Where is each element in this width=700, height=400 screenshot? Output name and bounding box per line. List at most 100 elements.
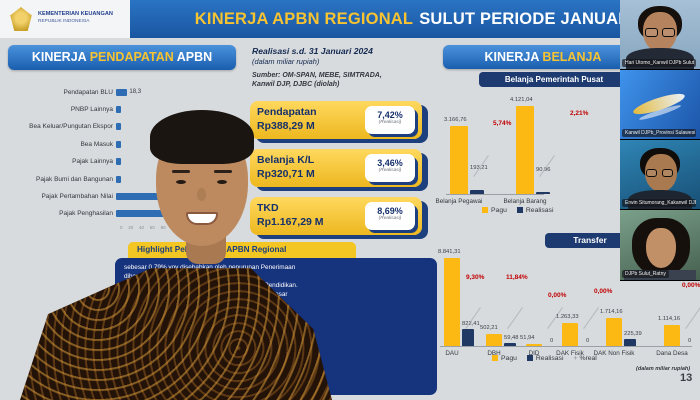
participant-name: Hari Utomo_Kanwil DJPb Sulut xyxy=(622,59,696,67)
video-tile-3[interactable]: Erwin Situmorang_Kakanwil DJBC Sulbagtar… xyxy=(620,140,700,210)
kpi-text: Belanja K/L Rp320,71 M xyxy=(257,154,365,181)
slide-title: KINERJA APBN REGIONAL SULUT PERIODE JANU… xyxy=(130,0,700,38)
presenter-smile xyxy=(186,212,218,225)
avatar-face xyxy=(646,228,676,268)
pagu-value-label: 4.121,04 xyxy=(510,97,533,103)
realisasi-zero-label: 0 xyxy=(586,338,590,344)
avatar-face xyxy=(645,154,677,192)
category-label: DAK Fisik xyxy=(556,350,584,357)
chart-baseline xyxy=(440,346,692,347)
kpi-title: TKD xyxy=(257,202,279,215)
bar-pendapatan xyxy=(116,88,128,96)
bar-category-label: Pajak Bumi dan Bangunan xyxy=(36,175,113,183)
realisasi-zero-label: 0 xyxy=(688,338,692,344)
pendapatan-bar-row: Pajak Bumi dan Bangunan xyxy=(10,171,238,187)
data-source-label: Sumber: OM-SPAN, MEBE, SIMTRADA, Kanwil … xyxy=(252,72,382,89)
slide-title-accent: KINERJA APBN REGIONAL xyxy=(194,9,414,28)
bar-value-label: 18,3 xyxy=(129,89,142,95)
slide-title-rest: SULUT PERIODE JANUARI xyxy=(419,9,636,28)
bar-pagu xyxy=(606,318,622,346)
kpi-card-tkd: TKD Rp1.167,29 M 8,69% (Realisasi) xyxy=(250,197,422,235)
pendapatan-bar-row: Pajak Lainnya xyxy=(10,154,238,170)
page-number: 13 xyxy=(680,372,693,384)
kemenkeu-emblem-icon xyxy=(10,7,32,31)
kpi-title: Pendapatan xyxy=(257,106,317,119)
bar-pendapatan xyxy=(116,123,121,131)
video-tile-1[interactable]: Hari Utomo_Kanwil DJPb Sulut xyxy=(620,0,700,70)
glasses-icon xyxy=(662,169,673,177)
pct-realisasi-label: 11,84% xyxy=(506,274,528,281)
video-tile-2[interactable]: Kanwil DJPb_Provinsi Sulawesi Utara xyxy=(620,70,700,140)
glasses-icon xyxy=(646,169,657,177)
legend-realisasi: Realisasi xyxy=(526,355,563,362)
category-label: Dana Desa xyxy=(656,350,688,357)
unit-label: (dalam miliar rupiah) xyxy=(252,57,320,66)
bar-pagu xyxy=(516,106,534,194)
belanja-pusat-subtitle: Belanja Pemerintah Pusat xyxy=(479,72,629,87)
bar-category-label: Pajak Lainnya xyxy=(72,158,113,166)
pagu-value-label: 51,94 xyxy=(520,334,535,341)
transfer-unit-note: (dalam miliar rupiah) xyxy=(636,366,691,372)
kpi-card-pendapatan: Pendapatan Rp388,29 M 7,42% (Realisasi) xyxy=(250,101,422,139)
bar-category-label: Bea Keluar/Pungutan Ekspor xyxy=(29,123,113,131)
bar-pendapatan xyxy=(116,175,121,183)
presenter-right-eyebrow xyxy=(214,170,232,173)
kpi-percent: 3,46% xyxy=(377,158,403,168)
bar-pagu xyxy=(450,126,468,194)
axis-tick-label: 40 xyxy=(139,225,145,230)
kpi-text: Pendapatan Rp388,29 M xyxy=(257,106,365,133)
transfer-chart: 8.841,31 822,41 9,30% DAU 502,21 59,48 11,84% D… xyxy=(436,244,700,376)
video-tile-4[interactable]: DJPb Sulut_Ratny xyxy=(620,210,700,281)
legend-pagu-label: Pagu xyxy=(501,355,517,362)
kemenkeu-logo: KEMENTERIAN KEUANGAN REPUBLIK INDONESIA xyxy=(0,0,130,38)
pendapatan-bar-row: Bea Keluar/Pungutan Ekspor xyxy=(10,119,238,135)
legend-pagu-label: Pagu xyxy=(491,207,507,214)
kpi-percent-badge: 3,46% (Realisasi) xyxy=(365,154,415,182)
presenter-left-eyebrow xyxy=(172,170,190,173)
participant-name: Kanwil DJPb_Provinsi Sulawesi Utara xyxy=(622,129,696,137)
kpi-value: Rp320,71 M xyxy=(257,168,315,180)
pendapatan-title-w3: APBN xyxy=(176,50,213,64)
realisasi-value-label: 59,48 xyxy=(504,335,519,342)
bar-pagu xyxy=(486,334,502,346)
kpi-percent: 8,69% xyxy=(377,206,403,216)
kpi-value: Rp388,29 M xyxy=(257,120,315,132)
pagu-value-label: 1.714,16 xyxy=(600,309,623,316)
pct-realisasi-label: 0,00% xyxy=(682,282,700,289)
bar-realisasi xyxy=(536,192,550,194)
legend-realisasi: Realisasi xyxy=(516,207,554,214)
bar-pendapatan xyxy=(116,158,121,166)
realisasi-swatch-icon xyxy=(526,355,533,362)
legend-pct: + %real xyxy=(573,355,596,362)
presenter-left-eye xyxy=(176,180,186,184)
kpi-percent-badge: 8,69% (Realisasi) xyxy=(365,202,415,230)
axis-tick-label: 80 xyxy=(160,225,166,230)
pagu-value-label: 8.841,31 xyxy=(438,249,461,255)
bar-pagu xyxy=(664,325,680,346)
pendapatan-bar-row: Pendapatan BLU 18,3 xyxy=(10,84,238,100)
pagu-swatch-icon xyxy=(482,207,488,214)
legend-realisasi-label: Realisasi xyxy=(525,207,554,214)
pagu-value-label: 3.166,76 xyxy=(444,117,467,124)
pendapatan-bar-row: PNBP Lainnya xyxy=(10,101,238,117)
pct-leader-line xyxy=(507,307,523,329)
pendapatan-title-w1: KINERJA xyxy=(31,50,87,64)
bar-pagu xyxy=(562,323,578,346)
kpi-card-belanja-kl: Belanja K/L Rp320,71 M 3,46% (Realisasi) xyxy=(250,149,422,187)
bar-pagu xyxy=(444,258,460,346)
bar-realisasi xyxy=(470,189,484,194)
pct-realisasi-label: 5,74% xyxy=(493,120,512,127)
category-label: DAK Non Fisik xyxy=(593,350,635,357)
participant-name: DJPb Sulut_Ratny xyxy=(622,270,669,278)
highlight-title: Highlight Pelaksanaan APBN Regional xyxy=(128,242,356,258)
kpi-percent-badge: 7,42% (Realisasi) xyxy=(365,106,415,134)
pct-leader-line xyxy=(583,307,599,329)
pct-realisasi-label: 0,00% xyxy=(548,292,567,299)
pct-leader-line xyxy=(685,307,700,329)
legend-pagu: Pagu xyxy=(482,207,507,214)
kpi-title: Belanja K/L xyxy=(257,154,315,167)
logo-text: KEMENTERIAN KEUANGAN REPUBLIK INDONESIA xyxy=(38,11,113,25)
category-label: Belanja Barang xyxy=(503,198,547,205)
bar-category-label: Bea Masuk xyxy=(80,140,113,148)
